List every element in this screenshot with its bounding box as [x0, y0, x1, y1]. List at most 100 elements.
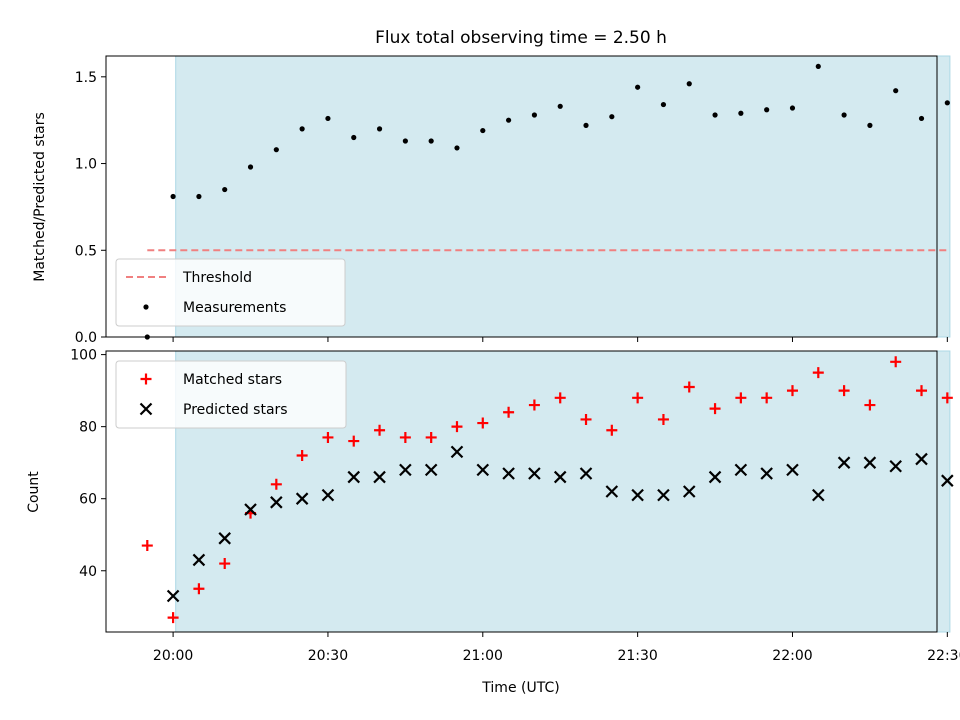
bottom-series-1-point-shape: [889, 460, 902, 473]
bottom-series-1-point: [863, 456, 877, 469]
bottom-series-0-point-shape: [657, 413, 669, 425]
bottom-series-1-point: [166, 589, 180, 603]
bottom-series-1-point: [347, 470, 361, 484]
bottom-legend-label: Predicted stars: [183, 402, 288, 418]
top-series-0-point-shape: [815, 63, 821, 70]
bottom-series-0-point: [451, 421, 463, 433]
bottom-series-1-point: [605, 485, 619, 498]
bottom-series-0-point-shape: [270, 478, 282, 490]
bottom-series-1-point-shape: [837, 456, 851, 469]
top-series-0-point-shape: [609, 114, 615, 120]
bottom-series-1-point-shape: [192, 553, 206, 567]
bottom-series-1-point-shape: [734, 463, 748, 477]
bottom-series-0-point: [270, 478, 282, 490]
bottom-series-0-point: [219, 558, 231, 570]
x-tick-label: 21:00: [463, 648, 503, 664]
bottom-series-1-point-shape: [218, 532, 231, 545]
bottom-series-0-point: [812, 367, 824, 379]
bottom-series-1-point: [760, 467, 773, 480]
bottom-series-0-point-shape: [528, 399, 540, 411]
top-series-0-point-shape: [428, 138, 434, 144]
x-tick-label: 20:30: [308, 648, 348, 664]
bottom-series-1-point: [889, 460, 902, 473]
bottom-series-0-point: [503, 406, 515, 418]
bottom-series-0-point: [683, 381, 695, 393]
bottom-series-0-point: [941, 392, 953, 404]
bottom-series-1: [166, 445, 954, 603]
top-y-tick-label: 0.5: [75, 243, 97, 259]
top-series-0-point: [557, 103, 563, 109]
bottom-y-tick-label: 40: [79, 564, 97, 580]
bottom-series-1-point: [502, 467, 515, 480]
top-series-0-point-shape: [789, 105, 796, 111]
bottom-series-0-point: [554, 392, 566, 404]
bottom-series-0-point: [141, 540, 153, 552]
top-series-0-point-shape: [247, 164, 254, 170]
top-series-0-point-shape: [351, 134, 357, 141]
bottom-series-1-point-shape: [631, 488, 644, 502]
bottom-series-1-point-shape: [450, 445, 464, 459]
x-axis-label: Time (UTC): [481, 680, 559, 696]
top-series-0-point: [222, 186, 228, 193]
top-series-0-point-shape: [712, 112, 718, 118]
bottom-series-0-point-shape: [451, 421, 463, 433]
bottom-series-1-point: [295, 492, 309, 505]
top-series-0-point: [247, 164, 254, 170]
bottom-series-1-point: [476, 463, 490, 477]
top-legend-swatch-shape: [143, 304, 149, 310]
top-series-0-point-shape: [893, 88, 899, 94]
bottom-series-1-point-shape: [915, 452, 928, 466]
bottom-y-tick-label: 60: [79, 492, 97, 508]
bottom-series-0-point-shape: [322, 431, 334, 443]
bottom-series-0-point-shape: [709, 403, 721, 415]
bottom-legend-swatch-shape: [139, 402, 153, 416]
bottom-series-0: [141, 356, 953, 624]
top-series-0-point: [712, 112, 718, 118]
bottom-series-1-point-shape: [863, 456, 877, 469]
bottom-series-1-point-shape: [373, 470, 386, 484]
bottom-series-0-point-shape: [580, 413, 592, 425]
top-y-axis-label: Matched/Predicted stars: [32, 112, 48, 282]
top-series-0-point-shape: [531, 112, 538, 118]
chart-title: Flux total observing time = 2.50 h: [375, 28, 667, 48]
top-series-0-point: [505, 117, 512, 123]
bottom-series-1-point: [837, 456, 851, 469]
bottom-legend-swatch: [139, 402, 153, 416]
top-series-0-point: [273, 147, 279, 153]
bottom-series-0-point-shape: [916, 385, 928, 397]
bottom-series-0-point: [528, 399, 540, 411]
bottom-series-0-point: [916, 385, 928, 397]
bottom-series-0-point: [477, 417, 489, 429]
x-tick-label: 20:00: [153, 648, 193, 664]
bottom-series-1-point-shape: [941, 474, 954, 487]
top-y-tick-label: 1.5: [75, 70, 97, 86]
bottom-series-1-point: [708, 470, 722, 484]
bottom-series-1-point-shape: [166, 589, 180, 603]
top-series-0-point-shape: [402, 138, 408, 144]
top-series-0-point-shape: [583, 122, 589, 128]
bottom-series-1-point: [192, 553, 206, 567]
bottom-series-0-point-shape: [761, 392, 773, 404]
bottom-series-1-point-shape: [682, 485, 696, 498]
top-series-0-point: [944, 100, 950, 106]
bottom-series-1-point: [321, 488, 335, 502]
top-panel: 0.0 0.5 1.0 1.5 Threshold Measurements: [75, 55, 951, 346]
bottom-series-1-point-shape: [786, 463, 799, 477]
bottom-series-0-point-shape: [167, 612, 179, 624]
bottom-series-1-point-shape: [528, 467, 541, 480]
top-series-0-point-shape: [376, 126, 383, 132]
top-series-0-point: [351, 134, 357, 141]
top-series-0-point: [609, 114, 615, 120]
bottom-series-1-point-shape: [812, 488, 825, 502]
bottom-series-1-point: [734, 463, 748, 477]
bottom-y-tick-label: 100: [70, 348, 97, 364]
bottom-series-1-point: [270, 496, 283, 509]
top-series-0-point: [635, 84, 641, 90]
bottom-series-1-point: [579, 467, 593, 480]
x-tick-label: 22:00: [772, 648, 812, 664]
top-series-0-point: [789, 105, 796, 111]
bottom-panel: 40 60 80 100 20:00 20:30 21:00 21:30 22:00 22:30 M…: [70, 348, 960, 664]
top-legend-label: Threshold: [182, 270, 252, 286]
top-series-0-point-shape: [454, 145, 460, 151]
bottom-series-1-point-shape: [244, 503, 257, 516]
